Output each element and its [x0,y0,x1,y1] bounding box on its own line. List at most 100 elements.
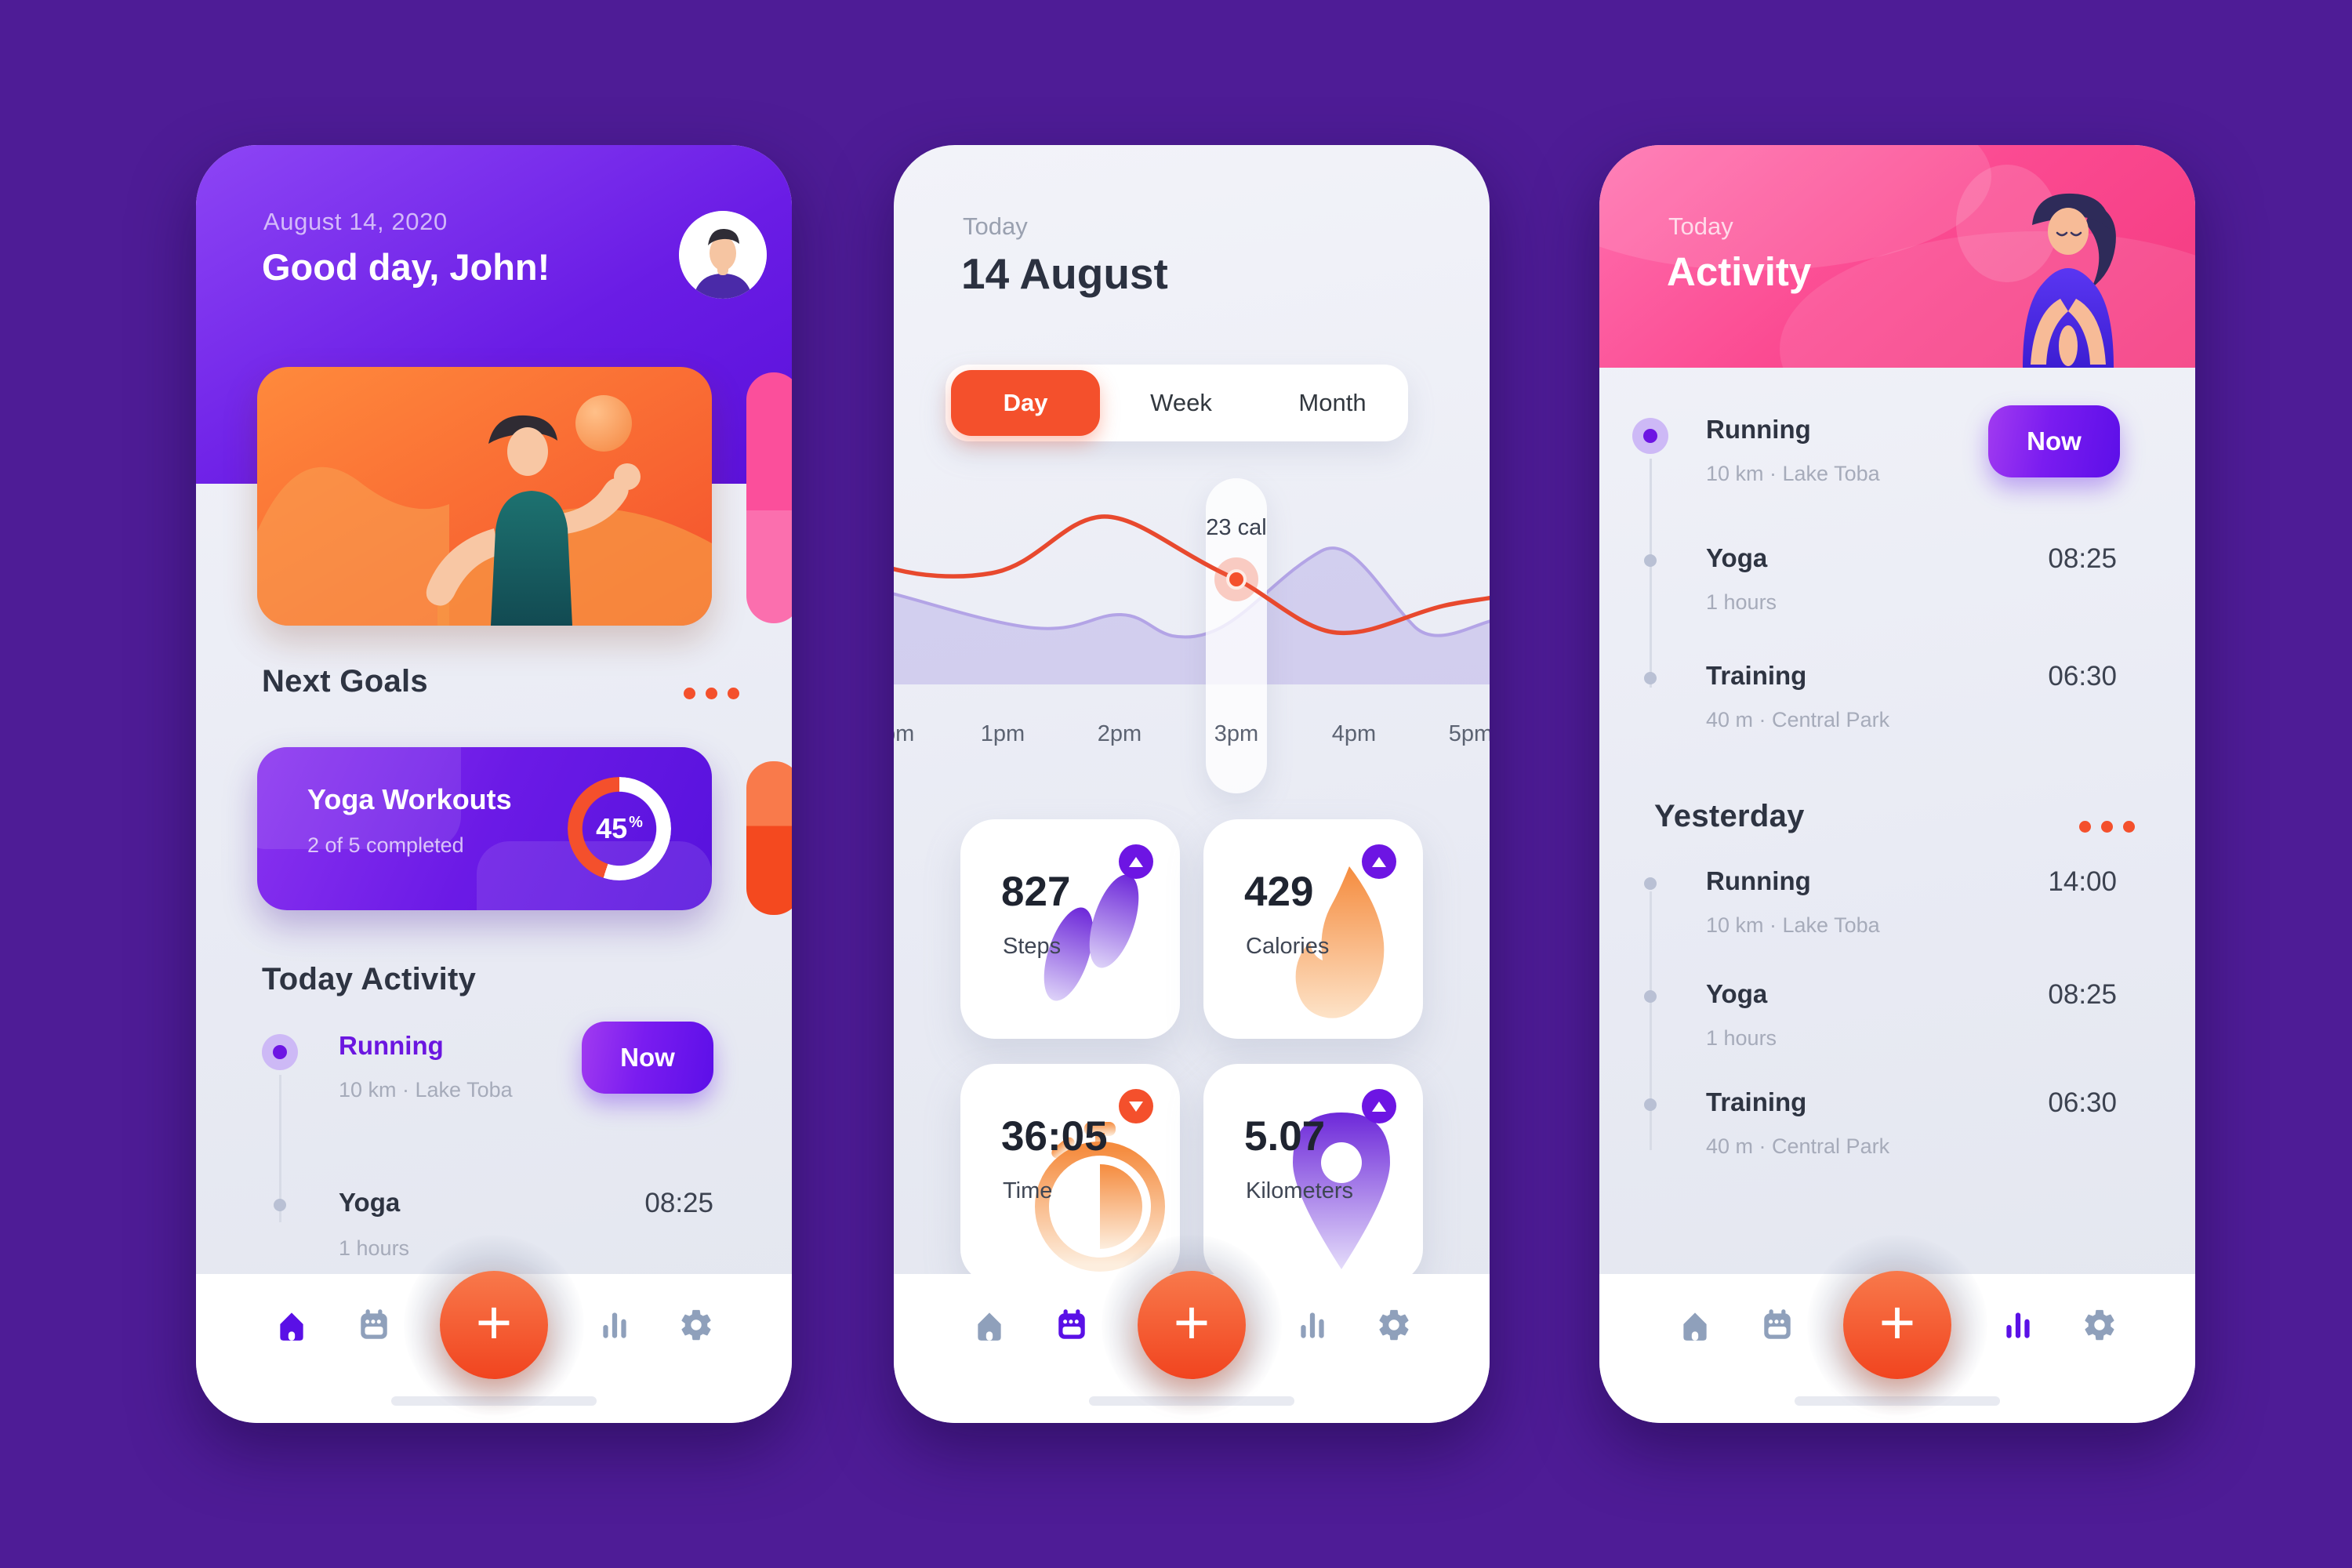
activity-name: Yoga [1706,543,1768,572]
chart-area-series [894,546,1490,684]
timeline-dot [1644,672,1657,684]
stat-card-kilometers[interactable]: 5.07 Kilometers [1203,1064,1423,1283]
nav-item-home[interactable] [1675,1305,1715,1345]
x-tick: 1pm [980,721,1025,746]
stat-card-steps[interactable]: 827 Steps [960,819,1180,1039]
activity-time: 08:25 [644,1188,713,1218]
phone-screen-activity: Today Activity Running 10 km · Lake Toba… [1599,145,2195,1423]
now-button[interactable]: Now [1988,405,2120,477]
activity-detail: 1 hours [339,1236,410,1260]
timeline-line [1650,459,1652,688]
activity-time: 06:30 [2048,1087,2117,1118]
flame-icon [1295,866,1385,1018]
nav-item-home[interactable] [271,1305,312,1345]
stat-label: Time [1003,1178,1053,1203]
trend-up-icon [1372,1101,1386,1112]
eyebrow-label: Today [1668,212,1733,240]
page-title: 14 August [961,249,1168,298]
chart-highlight-pill [1206,478,1267,793]
timeline-dot [1644,990,1657,1003]
activity-name: Running [1706,866,1811,895]
timeline-line [279,1075,281,1222]
nav-item-stats[interactable] [1998,1305,2038,1345]
carousel-next-card-peek[interactable] [746,372,792,623]
now-button[interactable]: Now [582,1022,713,1094]
trend-down-icon [1129,1101,1143,1112]
more-menu-yesterday[interactable] [2079,821,2135,833]
activity-detail: 1 hours [1706,590,1777,614]
timeline-dot [1644,1098,1657,1111]
calendar-icon [360,1309,387,1339]
activity-detail: 10 km · Lake Toba [1706,462,1880,485]
plus-icon: + [1878,1287,1916,1357]
activity-name: Training [1706,1087,1807,1116]
stats-icon [1300,1312,1324,1338]
stat-value: 827 [1001,869,1071,915]
home-icon [1683,1312,1707,1341]
phone-screen-daily-stats: Today 14 August Day Week Month 23 cal 12… [894,145,1490,1423]
stat-label: Steps [1003,934,1062,959]
timeline-dot-active [1632,418,1668,454]
timeline-line [1650,891,1652,1150]
tab-week[interactable]: Week [1150,389,1212,416]
x-tick: 2pm [1097,721,1142,746]
tab-day[interactable]: Day [951,370,1100,436]
activity-chart-line [894,498,1490,686]
nav-item-settings[interactable] [2079,1305,2120,1345]
nav-item-calendar[interactable] [1757,1305,1798,1345]
tab-month[interactable]: Month [1298,389,1367,416]
trend-up-badge [1362,1089,1396,1123]
avatar[interactable] [679,211,767,299]
hero-workout-card[interactable] [257,367,712,626]
card-decoration [257,747,461,849]
nav-item-stats[interactable] [594,1305,635,1345]
section-title-next-goals: Next Goals [262,664,428,699]
home-icon [280,1312,303,1341]
stat-value: 36:05 [1001,1113,1108,1160]
nav-item-settings[interactable] [1374,1305,1414,1345]
activity-time: 08:25 [2048,543,2117,574]
activity-detail: 40 m · Central Park [1706,1134,1890,1158]
activity-name: Training [1706,661,1807,690]
yoga-woman-illustration [2023,193,2116,368]
greeting-title: Good day, John! [262,246,550,288]
activity-detail: 40 m · Central Park [1706,708,1890,731]
period-tabs: Day Week Month [946,365,1408,441]
x-tick: 5pm [1448,721,1490,746]
stat-card-calories[interactable]: 429 Calories [1203,819,1423,1039]
activity-header: Today Activity [1599,145,2195,368]
home-icon [978,1312,1001,1341]
more-menu-next-goals[interactable] [684,688,739,699]
nav-item-home[interactable] [969,1305,1010,1345]
trend-up-icon [1129,856,1143,867]
add-activity-fab[interactable]: + [1138,1271,1246,1379]
x-tick: 3pm [1214,721,1259,746]
stat-value: 5.07 [1244,1113,1326,1160]
chart-line-series [894,514,1490,636]
date-label: August 14, 2020 [263,208,448,235]
timeline-dot [274,1199,286,1211]
progress-value: 45% [596,812,643,844]
section-title-yesterday: Yesterday [1654,799,1805,833]
add-activity-fab[interactable]: + [440,1271,548,1379]
activity-name: Yoga [339,1188,401,1217]
stats-icon [2005,1312,2030,1338]
nav-item-calendar[interactable] [354,1305,394,1345]
stat-card-time[interactable]: 36:05 Time [960,1064,1180,1283]
nav-item-calendar[interactable] [1051,1305,1092,1345]
activity-name: Yoga [1706,979,1768,1008]
add-activity-fab[interactable]: + [1843,1271,1951,1379]
plus-icon: + [1173,1287,1210,1357]
male-avatar-icon [679,211,767,299]
chart-point[interactable] [1226,569,1247,590]
page-title: Activity [1667,249,1812,294]
nav-item-settings[interactable] [676,1305,717,1345]
trend-down-badge [1119,1089,1153,1123]
plus-icon: + [475,1287,513,1357]
goal-card-yoga-workouts[interactable]: Yoga Workouts 2 of 5 completed 45% [257,747,712,910]
nav-item-stats[interactable] [1292,1305,1333,1345]
carousel-next-goal-peek[interactable] [746,761,792,915]
running-man-illustration [257,367,712,626]
goal-title: Yoga Workouts [307,783,512,815]
goal-subtitle: 2 of 5 completed [307,833,464,857]
